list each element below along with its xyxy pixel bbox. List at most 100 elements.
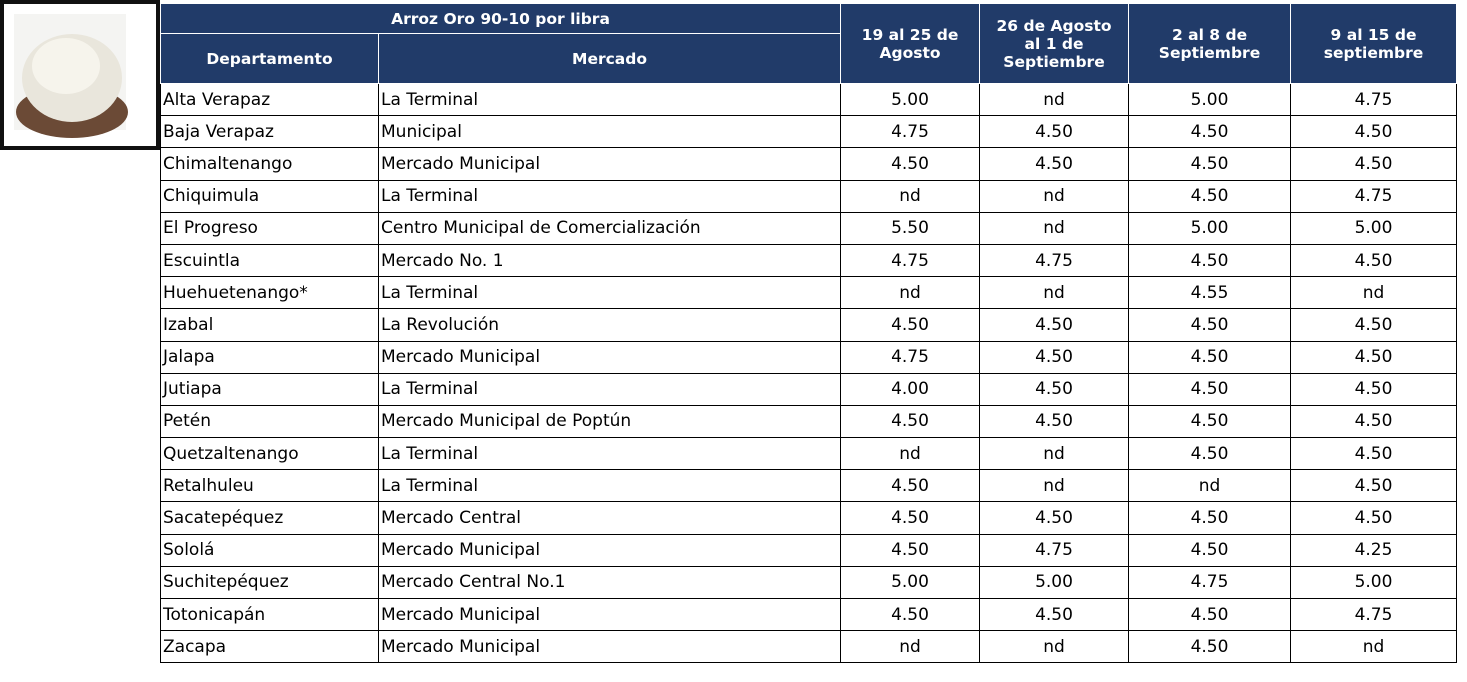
table-row: SacatepéquezMercado Central4.504.504.504…	[161, 502, 1457, 534]
text-cell: Zacapa	[161, 631, 379, 663]
price-cell: 4.50	[1129, 180, 1291, 212]
text-cell: La Terminal	[379, 277, 841, 309]
price-cell: 5.50	[841, 212, 980, 244]
price-cell: 4.50	[1129, 116, 1291, 148]
price-cell: 4.50	[1129, 373, 1291, 405]
price-cell: 4.50	[1129, 309, 1291, 341]
price-cell: 4.25	[1291, 534, 1457, 566]
text-cell: Municipal	[379, 116, 841, 148]
text-cell: Alta Verapaz	[161, 84, 379, 116]
price-cell: 4.50	[980, 599, 1129, 631]
price-cell: nd	[980, 84, 1129, 116]
text-cell: Mercado Municipal	[379, 341, 841, 373]
price-cell: 4.50	[841, 599, 980, 631]
rice-photo	[0, 0, 160, 150]
price-cell: 5.00	[841, 566, 980, 598]
text-cell: La Terminal	[379, 84, 841, 116]
price-cell: 4.50	[841, 502, 980, 534]
price-cell: 4.50	[1291, 116, 1457, 148]
price-cell: 5.00	[841, 84, 980, 116]
price-cell: 4.75	[1291, 180, 1457, 212]
price-cell: 4.50	[1129, 502, 1291, 534]
text-cell: El Progreso	[161, 212, 379, 244]
price-cell: 4.50	[1291, 470, 1457, 502]
text-cell: Mercado Central No.1	[379, 566, 841, 598]
price-cell: 4.50	[980, 341, 1129, 373]
text-cell: Izabal	[161, 309, 379, 341]
header-line: al 1 de	[980, 35, 1128, 53]
text-cell: La Terminal	[379, 180, 841, 212]
table-row: ChimaltenangoMercado Municipal4.504.504.…	[161, 148, 1457, 180]
price-cell: nd	[980, 180, 1129, 212]
text-cell: Escuintla	[161, 244, 379, 276]
price-cell: 4.75	[1291, 84, 1457, 116]
text-cell: Quetzaltenango	[161, 438, 379, 470]
price-cell: nd	[980, 438, 1129, 470]
price-cell: 4.50	[841, 470, 980, 502]
price-cell: 4.50	[1129, 341, 1291, 373]
text-cell: La Terminal	[379, 470, 841, 502]
price-cell: nd	[841, 180, 980, 212]
price-cell: 4.75	[980, 244, 1129, 276]
price-cell: 5.00	[1291, 212, 1457, 244]
header-line: Septiembre	[980, 53, 1128, 71]
price-cell: 4.50	[1291, 405, 1457, 437]
price-cell: 4.00	[841, 373, 980, 405]
text-cell: Petén	[161, 405, 379, 437]
price-cell: 5.00	[1291, 566, 1457, 598]
text-cell: Mercado Municipal	[379, 599, 841, 631]
price-cell: 4.50	[841, 309, 980, 341]
price-cell: 4.50	[841, 405, 980, 437]
table-title: Arroz Oro 90-10 por libra	[161, 4, 841, 34]
price-cell: 4.50	[1291, 148, 1457, 180]
price-cell: nd	[1291, 277, 1457, 309]
text-cell: Mercado Municipal	[379, 148, 841, 180]
price-cell: 4.50	[1291, 244, 1457, 276]
text-cell: Suchitepéquez	[161, 566, 379, 598]
price-cell: 4.75	[841, 244, 980, 276]
table-row: RetalhuleuLa Terminal4.50ndnd4.50	[161, 470, 1457, 502]
price-cell: 4.50	[841, 148, 980, 180]
header-line: septiembre	[1291, 44, 1456, 62]
table-row: JutiapaLa Terminal4.004.504.504.50	[161, 373, 1457, 405]
text-cell: Mercado Municipal	[379, 534, 841, 566]
price-cell: nd	[841, 631, 980, 663]
header-line: Septiembre	[1129, 44, 1290, 62]
table-row: SololáMercado Municipal4.504.754.504.25	[161, 534, 1457, 566]
price-cell: 4.50	[1291, 341, 1457, 373]
price-cell: 4.50	[1129, 599, 1291, 631]
column-header: Mercado	[379, 34, 841, 84]
price-cell: nd	[980, 212, 1129, 244]
price-cell: nd	[1291, 631, 1457, 663]
price-cell: 4.50	[1291, 373, 1457, 405]
text-cell: Centro Municipal de Comercialización	[379, 212, 841, 244]
price-cell: nd	[980, 470, 1129, 502]
price-cell: 4.50	[841, 534, 980, 566]
text-cell: Baja Verapaz	[161, 116, 379, 148]
text-cell: La Revolución	[379, 309, 841, 341]
price-cell: 4.50	[1129, 534, 1291, 566]
text-cell: Huehuetenango*	[161, 277, 379, 309]
header-line: 2 al 8 de	[1129, 26, 1290, 44]
price-cell: 4.75	[1291, 599, 1457, 631]
price-cell: 4.75	[841, 341, 980, 373]
price-cell: nd	[980, 631, 1129, 663]
price-cell: 4.50	[980, 148, 1129, 180]
header-line: 9 al 15 de	[1291, 26, 1456, 44]
price-cell: 4.50	[1129, 244, 1291, 276]
price-cell: 4.50	[1129, 438, 1291, 470]
text-cell: La Terminal	[379, 373, 841, 405]
